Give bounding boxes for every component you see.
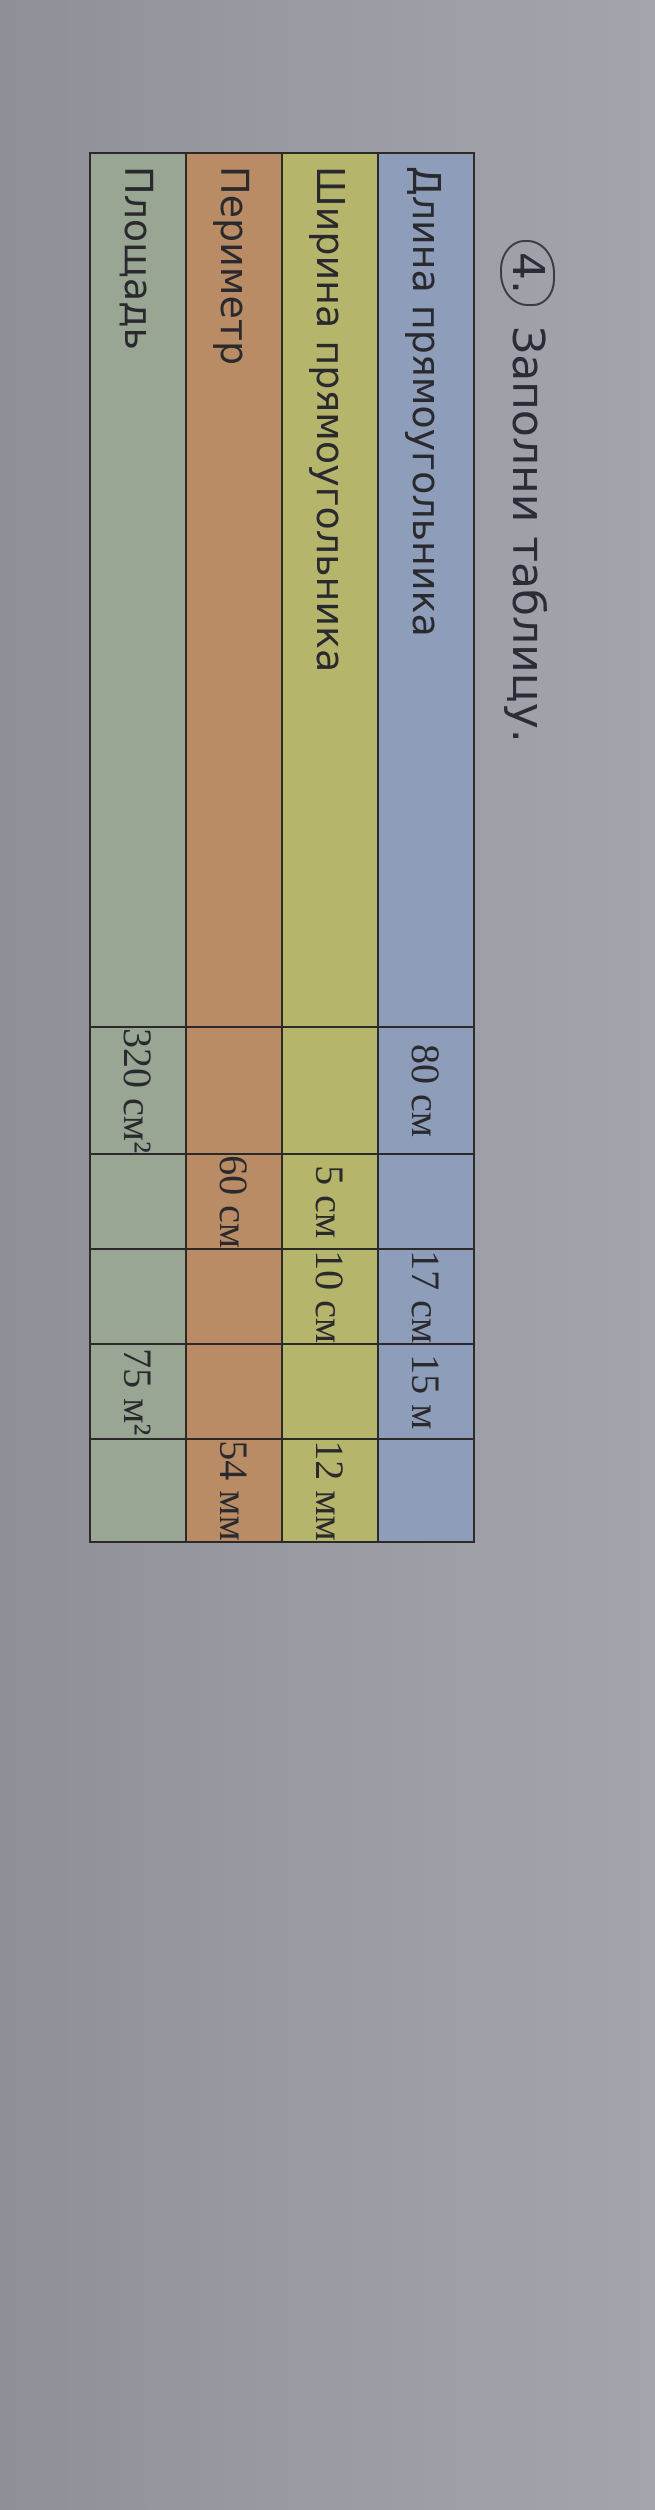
table-row-area: Площадь 320 см² 75 м² <box>90 153 186 1542</box>
table-cell: 54 мм <box>186 1439 282 1542</box>
table-cell <box>186 1027 282 1155</box>
table-cell: 320 см² <box>90 1027 186 1155</box>
task-heading: 4. Заполни таблицу. <box>500 240 555 743</box>
task-title: Заполни таблицу. <box>502 325 553 743</box>
table-cell <box>378 1154 474 1250</box>
table-cell: 80 см <box>378 1027 474 1155</box>
table-cell: 12 мм <box>282 1439 378 1542</box>
table-cell <box>186 1249 282 1345</box>
table-cell: 75 м² <box>90 1344 186 1440</box>
table-cell <box>90 1249 186 1345</box>
table-cell <box>378 1439 474 1542</box>
row-header: Периметр <box>186 153 282 1027</box>
table-cell: 5 см <box>282 1154 378 1250</box>
task-number: 4. <box>500 240 555 306</box>
rectangle-table: Длина прямоугольника 80 см 17 см 15 м Ши… <box>89 152 475 1543</box>
table-cell <box>282 1027 378 1155</box>
row-header: Длина прямоугольника <box>378 153 474 1027</box>
table-row-perimeter: Периметр 60 см 54 мм <box>186 153 282 1542</box>
table-cell: 15 м <box>378 1344 474 1440</box>
table-row-width: Ширина прямоугольника 5 см 10 см 12 мм <box>282 153 378 1542</box>
row-header: Площадь <box>90 153 186 1027</box>
table-cell <box>90 1439 186 1542</box>
table-cell <box>186 1344 282 1440</box>
row-header: Ширина прямоугольника <box>282 153 378 1027</box>
table-row-length: Длина прямоугольника 80 см 17 см 15 м <box>378 153 474 1542</box>
table-cell <box>282 1344 378 1440</box>
table-cell: 17 см <box>378 1249 474 1345</box>
table-cell: 60 см <box>186 1154 282 1250</box>
table-cell: 10 см <box>282 1249 378 1345</box>
table-cell <box>90 1154 186 1250</box>
